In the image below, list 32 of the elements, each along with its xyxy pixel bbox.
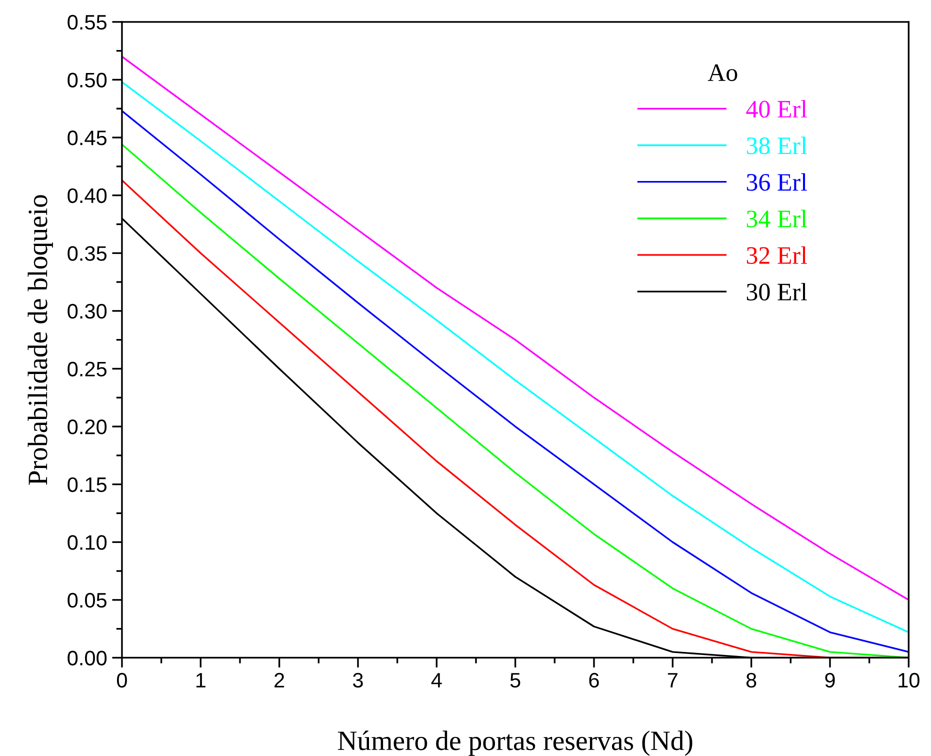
y-tick-label: 0.25 (68, 362, 107, 376)
y-tick-label: 0.05 (68, 592, 107, 608)
y-tick-label: 0.30 (68, 304, 107, 319)
legend-label: 36 Erl (746, 173, 807, 191)
y-tick-label: 0.50 (68, 72, 107, 88)
x-tick-label: 8 (746, 672, 756, 688)
legend-label: 40 Erl (746, 100, 807, 118)
x-tick-label: 9 (825, 672, 835, 688)
x-tick-label: 2 (274, 672, 284, 688)
legend-label: 38 Erl (746, 136, 807, 154)
y-tick-label: 0.00 (68, 650, 107, 666)
y-tick-label: 0.15 (68, 477, 107, 492)
x-axis-title: Número de portas reservas (Nd) (338, 730, 692, 756)
x-tick-label: 4 (431, 673, 442, 688)
x-tick-label: 0 (116, 672, 127, 688)
x-tick-label: 5 (510, 673, 520, 688)
y-tick-label: 0.45 (68, 130, 107, 146)
y-tick-label: 0.10 (68, 535, 107, 550)
y-tick-label: 0.20 (68, 420, 107, 434)
y-tick-label: 0.40 (68, 188, 107, 204)
x-tick-label: 6 (589, 672, 599, 688)
legend-label: 32 Erl (746, 246, 807, 264)
legend-label: 30 Erl (746, 282, 807, 301)
x-tick-label: 7 (668, 673, 678, 688)
x-tick-label: 1 (196, 673, 206, 688)
x-tick-label: 3 (352, 672, 363, 688)
x-tick-label: 10 (898, 672, 920, 688)
legend-label: 34 Erl (746, 210, 807, 228)
y-axis-title: Probabilidade de bloqueio (28, 195, 53, 485)
legend-title: Ao (708, 64, 738, 82)
y-tick-label: 0.55 (68, 14, 107, 30)
y-tick-label: 0.35 (68, 246, 107, 261)
